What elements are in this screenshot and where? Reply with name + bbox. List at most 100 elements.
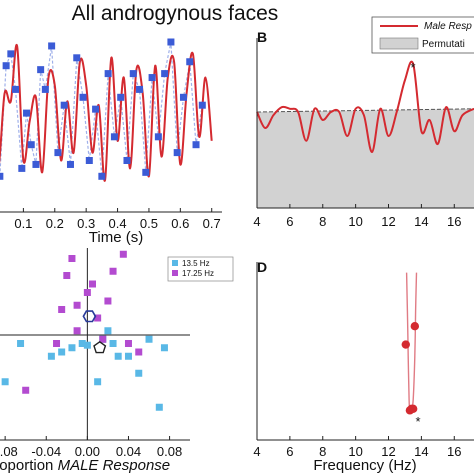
panel-d-letter: D: [257, 259, 267, 275]
panel-a-x-tick-label: 0.3: [77, 216, 95, 231]
panel-c-point-13-5hz: [145, 335, 153, 343]
panel-a-data-point: [73, 54, 81, 62]
panel-a-data-point: [23, 109, 31, 117]
panel-a: 0.1 0.2 0.3 0.4 0.5 0.6 0.7: [0, 38, 222, 231]
panel-a-data-point: [173, 149, 181, 157]
panel-a-data-point: [41, 85, 49, 93]
panel-c-point-17-25hz: [89, 280, 96, 288]
panel-c-point-13-5hz: [1, 378, 9, 386]
panel-a-data-point: [129, 70, 137, 78]
panel-c-x-tick-label: 0.08: [157, 444, 182, 459]
panel-c-x-tick-label: -0.04: [31, 444, 61, 459]
panel-a-data-point: [0, 172, 4, 180]
panel-d-x-tick-label: 6: [286, 444, 293, 459]
panel-b-letter: B: [257, 29, 267, 45]
panel-a-data-point: [48, 42, 56, 50]
panel-c-point-13-5hz: [109, 340, 117, 347]
panel-a-data-point: [167, 38, 175, 46]
panel-b-permutation-area: [257, 108, 474, 208]
panel-c-point-17-25hz: [135, 348, 143, 356]
panel-b-x-tick-label: 6: [286, 214, 293, 229]
panel-b-significance-star: *: [410, 60, 415, 75]
panel-a-data-point: [79, 93, 87, 101]
panel-a-data-point: [154, 133, 162, 141]
panel-a-data-point: [98, 172, 106, 180]
panel-c-point-17-25hz: [73, 327, 81, 335]
panel-a-data-point: [2, 62, 10, 70]
panel-b-x-tick-label: 8: [319, 214, 326, 229]
panel-b: 4 6 8 10 12 14 16: [253, 38, 474, 229]
panel-d-x-tick-label: 14: [414, 444, 428, 459]
panel-c-point-17-25hz: [94, 314, 102, 322]
panel-a-data-point: [60, 101, 68, 109]
panel-c-x-tick-label: 0.08: [0, 444, 18, 459]
panel-d-x-axis-title: Frequency (Hz): [313, 457, 416, 474]
panel-c-point-17-25hz: [58, 306, 66, 313]
panel-c-point-13-5hz: [104, 327, 112, 335]
panel-c-point-17-25hz: [104, 297, 112, 305]
panel-a-x-tick-label: 0.6: [171, 216, 189, 231]
panel-a-data-point: [32, 160, 40, 168]
panel-a-data-point: [192, 141, 200, 149]
panel-c-point-13-5hz: [78, 340, 86, 347]
panel-a-x-tick-label: 0.1: [14, 216, 32, 231]
panel-c-point-13-5hz: [135, 369, 143, 377]
panel-a-data-point: [104, 70, 112, 78]
panel-b-legend: Male Resp Permutati: [371, 16, 474, 54]
panel-d-data-point: [408, 404, 418, 414]
panel-c-point-17-25hz: [124, 340, 132, 347]
panel-b-x-tick-label: 10: [348, 214, 362, 229]
panel-a-data-point: [37, 66, 45, 74]
panel-a-data-point: [110, 133, 118, 141]
panel-a-data-point: [18, 164, 26, 172]
panel-c-point-13-5hz: [17, 340, 25, 347]
panel-c-point-13-5hz: [114, 352, 122, 360]
legend-box: [167, 256, 234, 282]
legend-label-13-5hz: 13.5 Hz: [182, 259, 210, 268]
panel-a-fit-line: [0, 44, 213, 182]
panel-a-data-point: [12, 85, 20, 93]
panel-d-x-tick-label: 10: [348, 444, 362, 459]
legend-swatch-permutation: [379, 37, 419, 50]
panel-c-point-17-25hz: [53, 340, 61, 347]
panel-d-x-tick-label: 16: [447, 444, 461, 459]
panel-c-mean-marker-hexagon: [82, 310, 97, 323]
panel-b-permutation-threshold: [256, 108, 474, 113]
panel-d-x-tick-label: 8: [319, 444, 326, 459]
panel-c-x-tick-label: 0.00: [75, 444, 100, 459]
figure-title: All androgynous faces: [72, 2, 279, 25]
panel-a-data-point: [198, 101, 206, 109]
panel-b-x-tick-label: 14: [414, 214, 428, 229]
panel-a-data-point: [136, 85, 144, 93]
panel-c-point-17-25hz: [109, 267, 117, 275]
panel-a-data-point: [142, 168, 150, 176]
legend-swatch-13-5hz: [172, 260, 178, 266]
panel-a-data-point: [85, 157, 93, 164]
panel-c-point-13-5hz: [94, 378, 102, 386]
panel-b-x-tick-label: 16: [447, 214, 461, 229]
panel-a-data-point: [54, 149, 62, 157]
panel-a-x-tick-label: 0.5: [140, 216, 158, 231]
panel-c-point-13-5hz: [155, 403, 163, 411]
panel-c-point-17-25hz: [119, 250, 127, 258]
panel-a-data-point: [148, 74, 156, 82]
panel-c-mean-marker-pentagon: [93, 340, 107, 354]
panel-d-significance-star: *: [415, 414, 420, 429]
panel-c-point-17-25hz: [99, 335, 107, 343]
panel-c-legend: 13.5 Hz 17.25 Hz: [167, 256, 234, 282]
panel-a-data-point: [186, 58, 194, 66]
panel-c-point-17-25hz: [68, 255, 76, 262]
legend-label-17-25hz: 17.25 Hz: [182, 269, 214, 278]
panel-c-point-13-5hz: [58, 348, 66, 356]
panel-c-x-tick-label: 0.04: [116, 444, 141, 459]
panel-c-point-13-5hz: [83, 341, 91, 349]
panel-d-x-tick-label: 12: [381, 444, 395, 459]
panel-c-point-13-5hz: [47, 352, 55, 360]
panel-c-point-17-25hz: [63, 272, 71, 279]
panel-d-data-point: [410, 322, 420, 331]
panel-c-point-17-25hz: [73, 301, 81, 309]
panel-c-point-17-25hz: [22, 386, 30, 394]
panel-a-data-point: [123, 157, 131, 164]
panel-d: 4 6 8 10 12 14 16: [253, 262, 474, 459]
